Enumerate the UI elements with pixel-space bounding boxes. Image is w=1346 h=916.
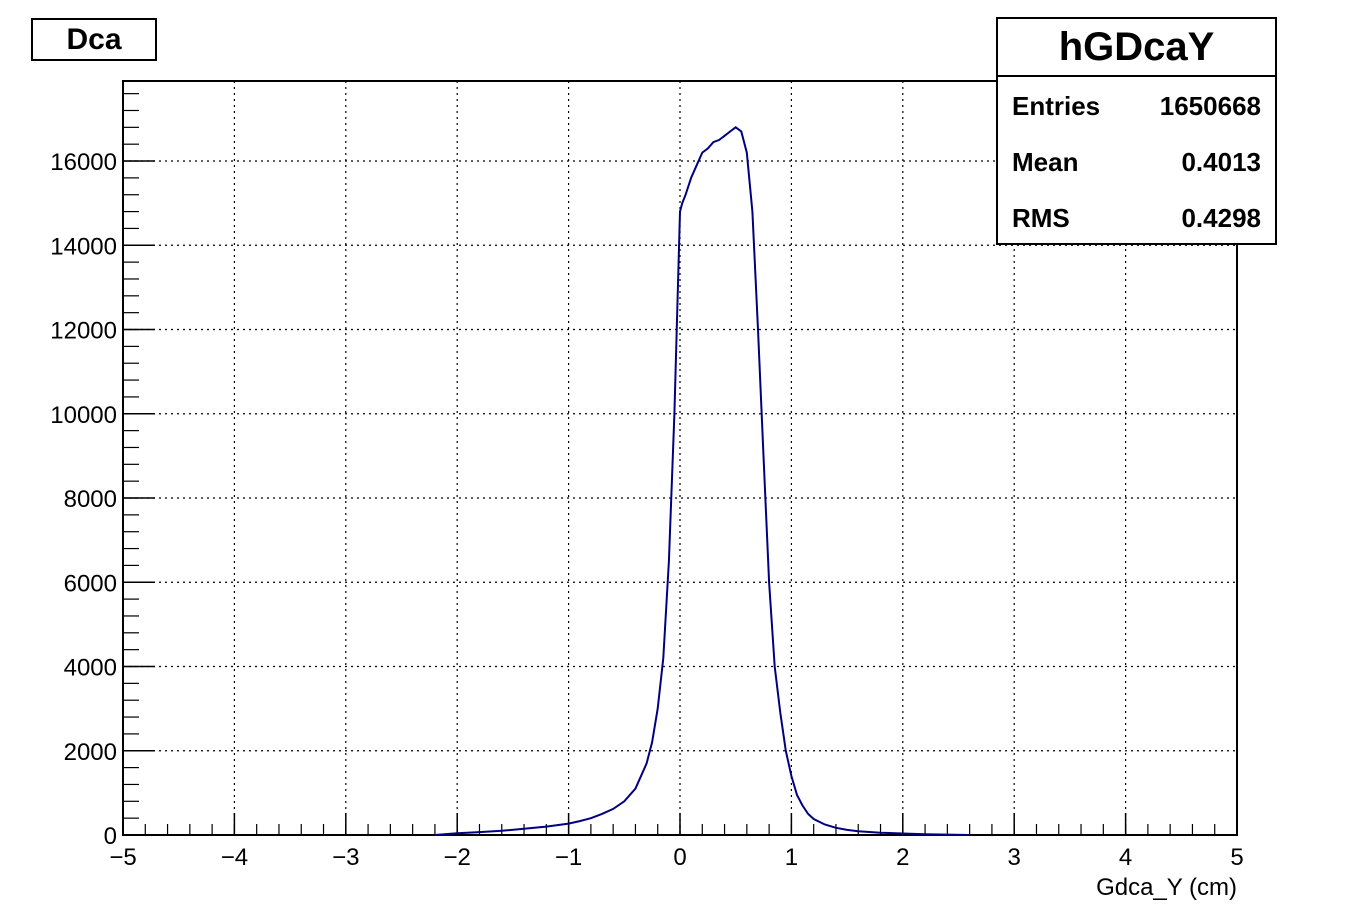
stats-box: hGDcaY Entries 1650668 Mean 0.4013 RMS 0…	[996, 17, 1277, 245]
stats-value: 1650668	[1159, 91, 1261, 121]
stats-key: Mean	[1012, 147, 1079, 177]
axis-ticks	[122, 93, 1238, 836]
x-tick-label: 2	[896, 844, 909, 871]
stats-row-rms: RMS 0.4298	[998, 189, 1275, 245]
x-tick-label: −3	[332, 844, 359, 871]
x-tick-label: −2	[444, 844, 471, 871]
stats-value: 0.4298	[1181, 203, 1261, 233]
x-tick-label: 1	[785, 844, 798, 871]
y-tick-label: 4000	[64, 655, 117, 682]
x-axis-title: Gdca_Y (cm)	[1096, 874, 1237, 901]
stats-value: 0.4013	[1181, 147, 1261, 177]
y-tick-label: 8000	[64, 486, 117, 513]
canvas-title-label: Dca	[31, 18, 157, 61]
x-tick-label: −5	[109, 844, 136, 871]
stats-row-mean: Mean 0.4013	[998, 133, 1275, 189]
tick-labels: −5 −4 −3 −2 −1 0 1 2 3 4 5 0 2000 4000 6000 8000 10000 12…	[50, 149, 1243, 871]
x-tick-label: −4	[221, 844, 248, 871]
stats-histogram-name: hGDcaY	[998, 19, 1275, 77]
x-tick-label: 5	[1230, 844, 1243, 871]
x-tick-label: 0	[673, 844, 686, 871]
x-tick-label: 4	[1119, 844, 1132, 871]
y-tick-label: 12000	[50, 318, 117, 345]
y-tick-label: 10000	[50, 402, 117, 429]
y-tick-label: 2000	[64, 739, 117, 766]
x-tick-label: −1	[555, 844, 582, 871]
stats-row-entries: Entries 1650668	[998, 77, 1275, 133]
x-tick-label: 3	[1008, 844, 1021, 871]
histogram-line	[434, 126, 970, 836]
y-tick-label: 16000	[50, 149, 117, 176]
y-tick-label: 0	[104, 823, 117, 850]
y-tick-label: 6000	[64, 570, 117, 597]
stats-key: RMS	[1012, 203, 1070, 233]
y-tick-label: 14000	[50, 233, 117, 260]
stats-key: Entries	[1012, 91, 1101, 121]
